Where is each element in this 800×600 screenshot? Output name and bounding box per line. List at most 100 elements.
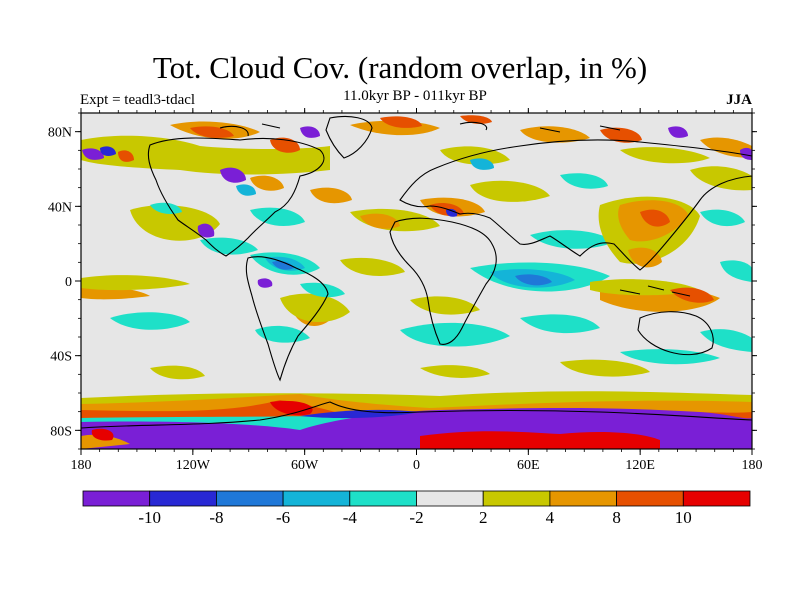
field-patch <box>300 409 420 419</box>
field-patch <box>560 173 608 189</box>
field-patch <box>560 359 650 377</box>
x-tick-label: 0 <box>413 458 420 473</box>
field-patch <box>300 126 320 138</box>
colorbar-label: -4 <box>343 508 358 527</box>
field-patch <box>150 202 182 214</box>
coastline-eurasia <box>399 139 752 271</box>
field-patch <box>470 180 550 202</box>
field-patch <box>220 167 246 183</box>
colorbar-box <box>549 490 618 507</box>
field-patch <box>668 126 688 138</box>
field-patch <box>640 209 670 227</box>
coastline-australia <box>637 311 714 356</box>
field-patch <box>460 115 492 124</box>
colorbar-box <box>215 490 284 507</box>
field-patch <box>446 208 458 217</box>
field-patch <box>110 312 190 330</box>
colorbar-box <box>349 490 417 507</box>
colorbar-box <box>482 490 551 507</box>
coastline-indonesia <box>619 285 691 297</box>
coastline-south-america <box>245 256 329 382</box>
field-patch <box>150 365 205 380</box>
field-patch <box>690 166 752 191</box>
x-tick-label: 120E <box>625 458 655 473</box>
y-tick-label: 80S <box>50 424 72 439</box>
field-patch <box>272 260 294 270</box>
x-tick-label: 180 <box>71 458 92 473</box>
coastline-antarctica <box>81 401 752 429</box>
x-tick-label: 60W <box>291 458 319 473</box>
y-tick-label: 80N <box>48 126 72 141</box>
x-tick-label: 120W <box>176 458 211 473</box>
coastline-africa <box>389 217 497 345</box>
field-patch <box>82 148 104 160</box>
field-patch <box>270 400 313 416</box>
field-patch <box>197 223 215 238</box>
field-patch <box>190 126 234 138</box>
coastlines <box>81 115 752 429</box>
field-patch <box>81 434 130 449</box>
field-patch <box>520 314 600 334</box>
field-patch <box>380 116 422 128</box>
field-patch <box>700 209 745 227</box>
colorbar-label: -10 <box>138 508 161 527</box>
colorbar-label: -2 <box>409 508 423 527</box>
colorbar-box <box>416 490 484 507</box>
field-patch <box>236 184 256 196</box>
field-patch <box>310 187 352 204</box>
field-patch <box>740 147 752 160</box>
field-patch <box>530 230 615 249</box>
field-patch <box>81 135 330 175</box>
y-tick-label: 40S <box>50 350 72 365</box>
field-patch <box>470 158 494 170</box>
colorbar-label: 10 <box>675 508 692 527</box>
field-patch <box>410 296 480 315</box>
field-patch <box>700 137 752 158</box>
experiment-label: Expt = teadl3-tdacl <box>80 92 196 108</box>
field-patch <box>257 278 273 288</box>
field-patch <box>130 205 220 241</box>
colorbar-box <box>149 490 217 507</box>
field-patch <box>628 247 662 268</box>
colorbar-box <box>616 490 684 507</box>
colorbar-box <box>282 490 351 507</box>
field-patch <box>100 146 116 156</box>
field-patch <box>670 287 714 303</box>
field-patch <box>280 293 350 323</box>
field-patch <box>620 349 720 365</box>
field-patch <box>81 286 150 300</box>
colorbar-label: -8 <box>209 508 223 527</box>
field-patch <box>420 431 660 449</box>
coastline-greenland <box>325 115 373 159</box>
field-patch <box>360 213 400 229</box>
field-patch <box>420 365 490 378</box>
field-patch <box>118 150 134 162</box>
field-patch <box>250 207 305 226</box>
colorbar-label: 2 <box>479 508 488 527</box>
y-tick-label: 40N <box>48 200 72 215</box>
coastline-north-america <box>147 137 325 257</box>
field-patch <box>515 274 552 286</box>
y-tick-label: 0 <box>65 275 72 290</box>
colorbar-box <box>682 490 751 507</box>
anomaly-field <box>81 115 752 449</box>
field-patch <box>600 127 642 143</box>
field-patch <box>620 147 710 164</box>
field-patch <box>91 428 114 441</box>
field-patch <box>300 282 345 298</box>
colorbar: -10 -8 -6 -4 -2 2 4 8 10 <box>82 490 751 527</box>
field-patch <box>81 275 190 291</box>
colorbar-label: 8 <box>612 508 621 527</box>
x-tick-label: 180 <box>742 458 763 473</box>
field-patch <box>400 322 510 347</box>
colorbar-label: 4 <box>546 508 555 527</box>
map-subtitle: 11.0kyr BP - 011kyr BP <box>343 88 487 104</box>
coastline-arctic-islands <box>219 121 621 137</box>
field-patch <box>520 126 590 143</box>
field-patch <box>720 260 752 282</box>
colorbar-box <box>82 490 151 507</box>
field-patch <box>250 175 284 191</box>
colorbar-label: -6 <box>276 508 290 527</box>
x-tick-label: 60E <box>517 458 540 473</box>
map-axes: 180 120W 60W 0 60E 120E 180 80N 40N 0 40S 80S <box>48 108 763 473</box>
